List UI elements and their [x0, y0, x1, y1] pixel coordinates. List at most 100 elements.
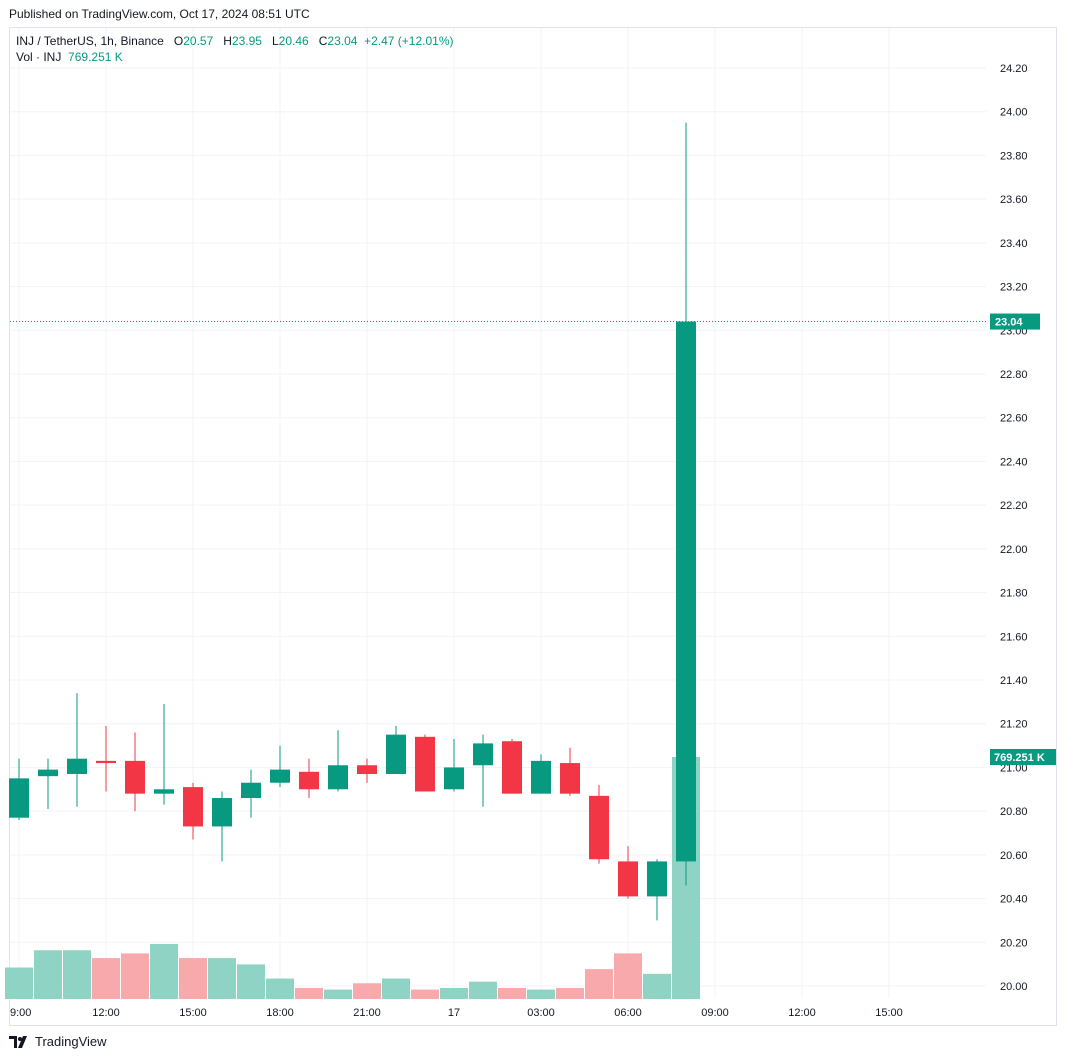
chart-frame	[9, 27, 1057, 1026]
y-tick-label: 22.00	[1000, 544, 1028, 556]
volume-bar	[5, 967, 33, 999]
candle-body	[9, 778, 29, 818]
y-tick-label: 21.20	[1000, 719, 1028, 731]
candle-body	[212, 798, 232, 827]
volume-bar	[34, 950, 62, 999]
x-tick-label: 03:00	[527, 1007, 555, 1019]
last-volume-label: 769.251 K	[994, 752, 1045, 764]
last-price-badge	[990, 313, 1040, 330]
close-value: 23.04	[327, 34, 358, 48]
candle-body	[270, 769, 290, 783]
candle-body	[531, 760, 551, 794]
volume-bar	[121, 953, 149, 999]
high-value: 23.95	[231, 34, 262, 48]
y-tick-label: 23.40	[1000, 238, 1028, 250]
y-tick-label: 20.40	[1000, 894, 1028, 906]
candle-body	[38, 769, 58, 777]
volume-value: 769.251 K	[68, 50, 123, 64]
x-tick-label: 12:00	[788, 1007, 816, 1019]
candle-body	[415, 736, 435, 792]
y-tick-label: 20.60	[1000, 850, 1028, 862]
candle-body	[502, 741, 522, 794]
symbol-label: INJ / TetherUS, 1h, Binance	[16, 34, 164, 48]
candle-body	[357, 765, 377, 774]
tradingview-brand[interactable]: TradingView	[9, 1034, 107, 1049]
candle-body	[241, 782, 261, 799]
volume-legend-row: Vol · INJ 769.251 K	[16, 49, 454, 65]
time-axis: 9:00 12:00 15:00 18:00 21:00 17 03:00 06:00 09:0…	[10, 1007, 903, 1019]
y-tick-label: 22.20	[1000, 500, 1028, 512]
last-volume-badge	[990, 749, 1056, 765]
y-tick-label: 20.20	[1000, 937, 1028, 949]
volume-bar	[179, 958, 207, 999]
x-tick-label: 15:00	[179, 1007, 207, 1019]
y-tick-label: 22.60	[1000, 413, 1028, 425]
x-tick-label: 21:00	[353, 1007, 381, 1019]
candle-body	[125, 760, 145, 794]
candle-body	[473, 743, 493, 766]
y-tick-label: 21.60	[1000, 631, 1028, 643]
y-tick-label: 21.00	[1000, 762, 1028, 774]
price-axis: 24.2024.0023.8023.6023.4023.2023.0022.80…	[1000, 63, 1028, 993]
candle-body	[96, 760, 116, 764]
y-tick-label: 20.80	[1000, 806, 1028, 818]
brand-label: TradingView	[35, 1034, 107, 1049]
published-label: Published on TradingView.com, Oct 17, 20…	[9, 7, 310, 21]
volume-bar	[92, 958, 120, 999]
volume-bar	[498, 987, 526, 999]
tradingview-logo-icon	[9, 1035, 27, 1048]
candle-body	[589, 795, 609, 860]
y-tick-label: 20.00	[1000, 981, 1028, 993]
candle-body	[386, 734, 406, 774]
ohlc-legend-row: INJ / TetherUS, 1h, Binance O20.57 H23.9…	[16, 33, 454, 49]
volume-bar	[556, 987, 584, 999]
open-value: 20.57	[183, 34, 214, 48]
candle-body	[647, 861, 667, 897]
volume-bar	[237, 964, 265, 999]
low-value: 20.46	[278, 34, 309, 48]
y-tick-label: 23.20	[1000, 282, 1028, 294]
legend: INJ / TetherUS, 1h, Binance O20.57 H23.9…	[16, 33, 454, 65]
candle-body	[444, 767, 464, 790]
x-tick-label: 18:00	[266, 1007, 294, 1019]
last-price-label: 23.04	[995, 317, 1023, 329]
x-tick-label: 17	[448, 1007, 460, 1019]
x-tick-label: 15:00	[875, 1007, 903, 1019]
change-value: +2.47 (+12.01%)	[364, 34, 454, 48]
last-value-marks: 23.04 769.251 K	[10, 313, 1056, 765]
low-label: L	[271, 34, 279, 48]
grid-lines	[10, 28, 986, 998]
candle-body	[183, 787, 203, 827]
candle-body	[560, 763, 580, 794]
volume-bar	[63, 950, 91, 999]
x-tick-label: 09:00	[701, 1007, 729, 1019]
volume-bar	[208, 958, 236, 999]
candles	[9, 122, 696, 921]
volume-bar	[643, 973, 671, 999]
volume-bars	[5, 757, 700, 999]
y-tick-label: 22.80	[1000, 369, 1028, 381]
candle-body	[299, 771, 319, 790]
candle-body	[67, 758, 87, 774]
volume-bar	[266, 978, 294, 999]
candle-body	[328, 765, 348, 790]
volume-bar	[440, 987, 468, 999]
volume-bar	[527, 989, 555, 999]
volume-bar	[353, 983, 381, 999]
candle-body	[676, 321, 696, 862]
candle-body	[154, 789, 174, 794]
volume-bar	[382, 978, 410, 999]
high-label: H	[223, 34, 232, 48]
close-label: C	[318, 34, 328, 48]
x-tick-label: 12:00	[92, 1007, 120, 1019]
y-tick-label: 22.40	[1000, 456, 1028, 468]
y-tick-label: 21.40	[1000, 675, 1028, 687]
volume-bar	[585, 969, 613, 999]
y-tick-label: 24.00	[1000, 107, 1028, 119]
volume-bar	[411, 989, 439, 999]
volume-bar	[150, 943, 178, 999]
y-tick-label: 24.20	[1000, 63, 1028, 75]
y-tick-label: 21.80	[1000, 588, 1028, 600]
x-tick-label: 9:00	[10, 1007, 31, 1019]
